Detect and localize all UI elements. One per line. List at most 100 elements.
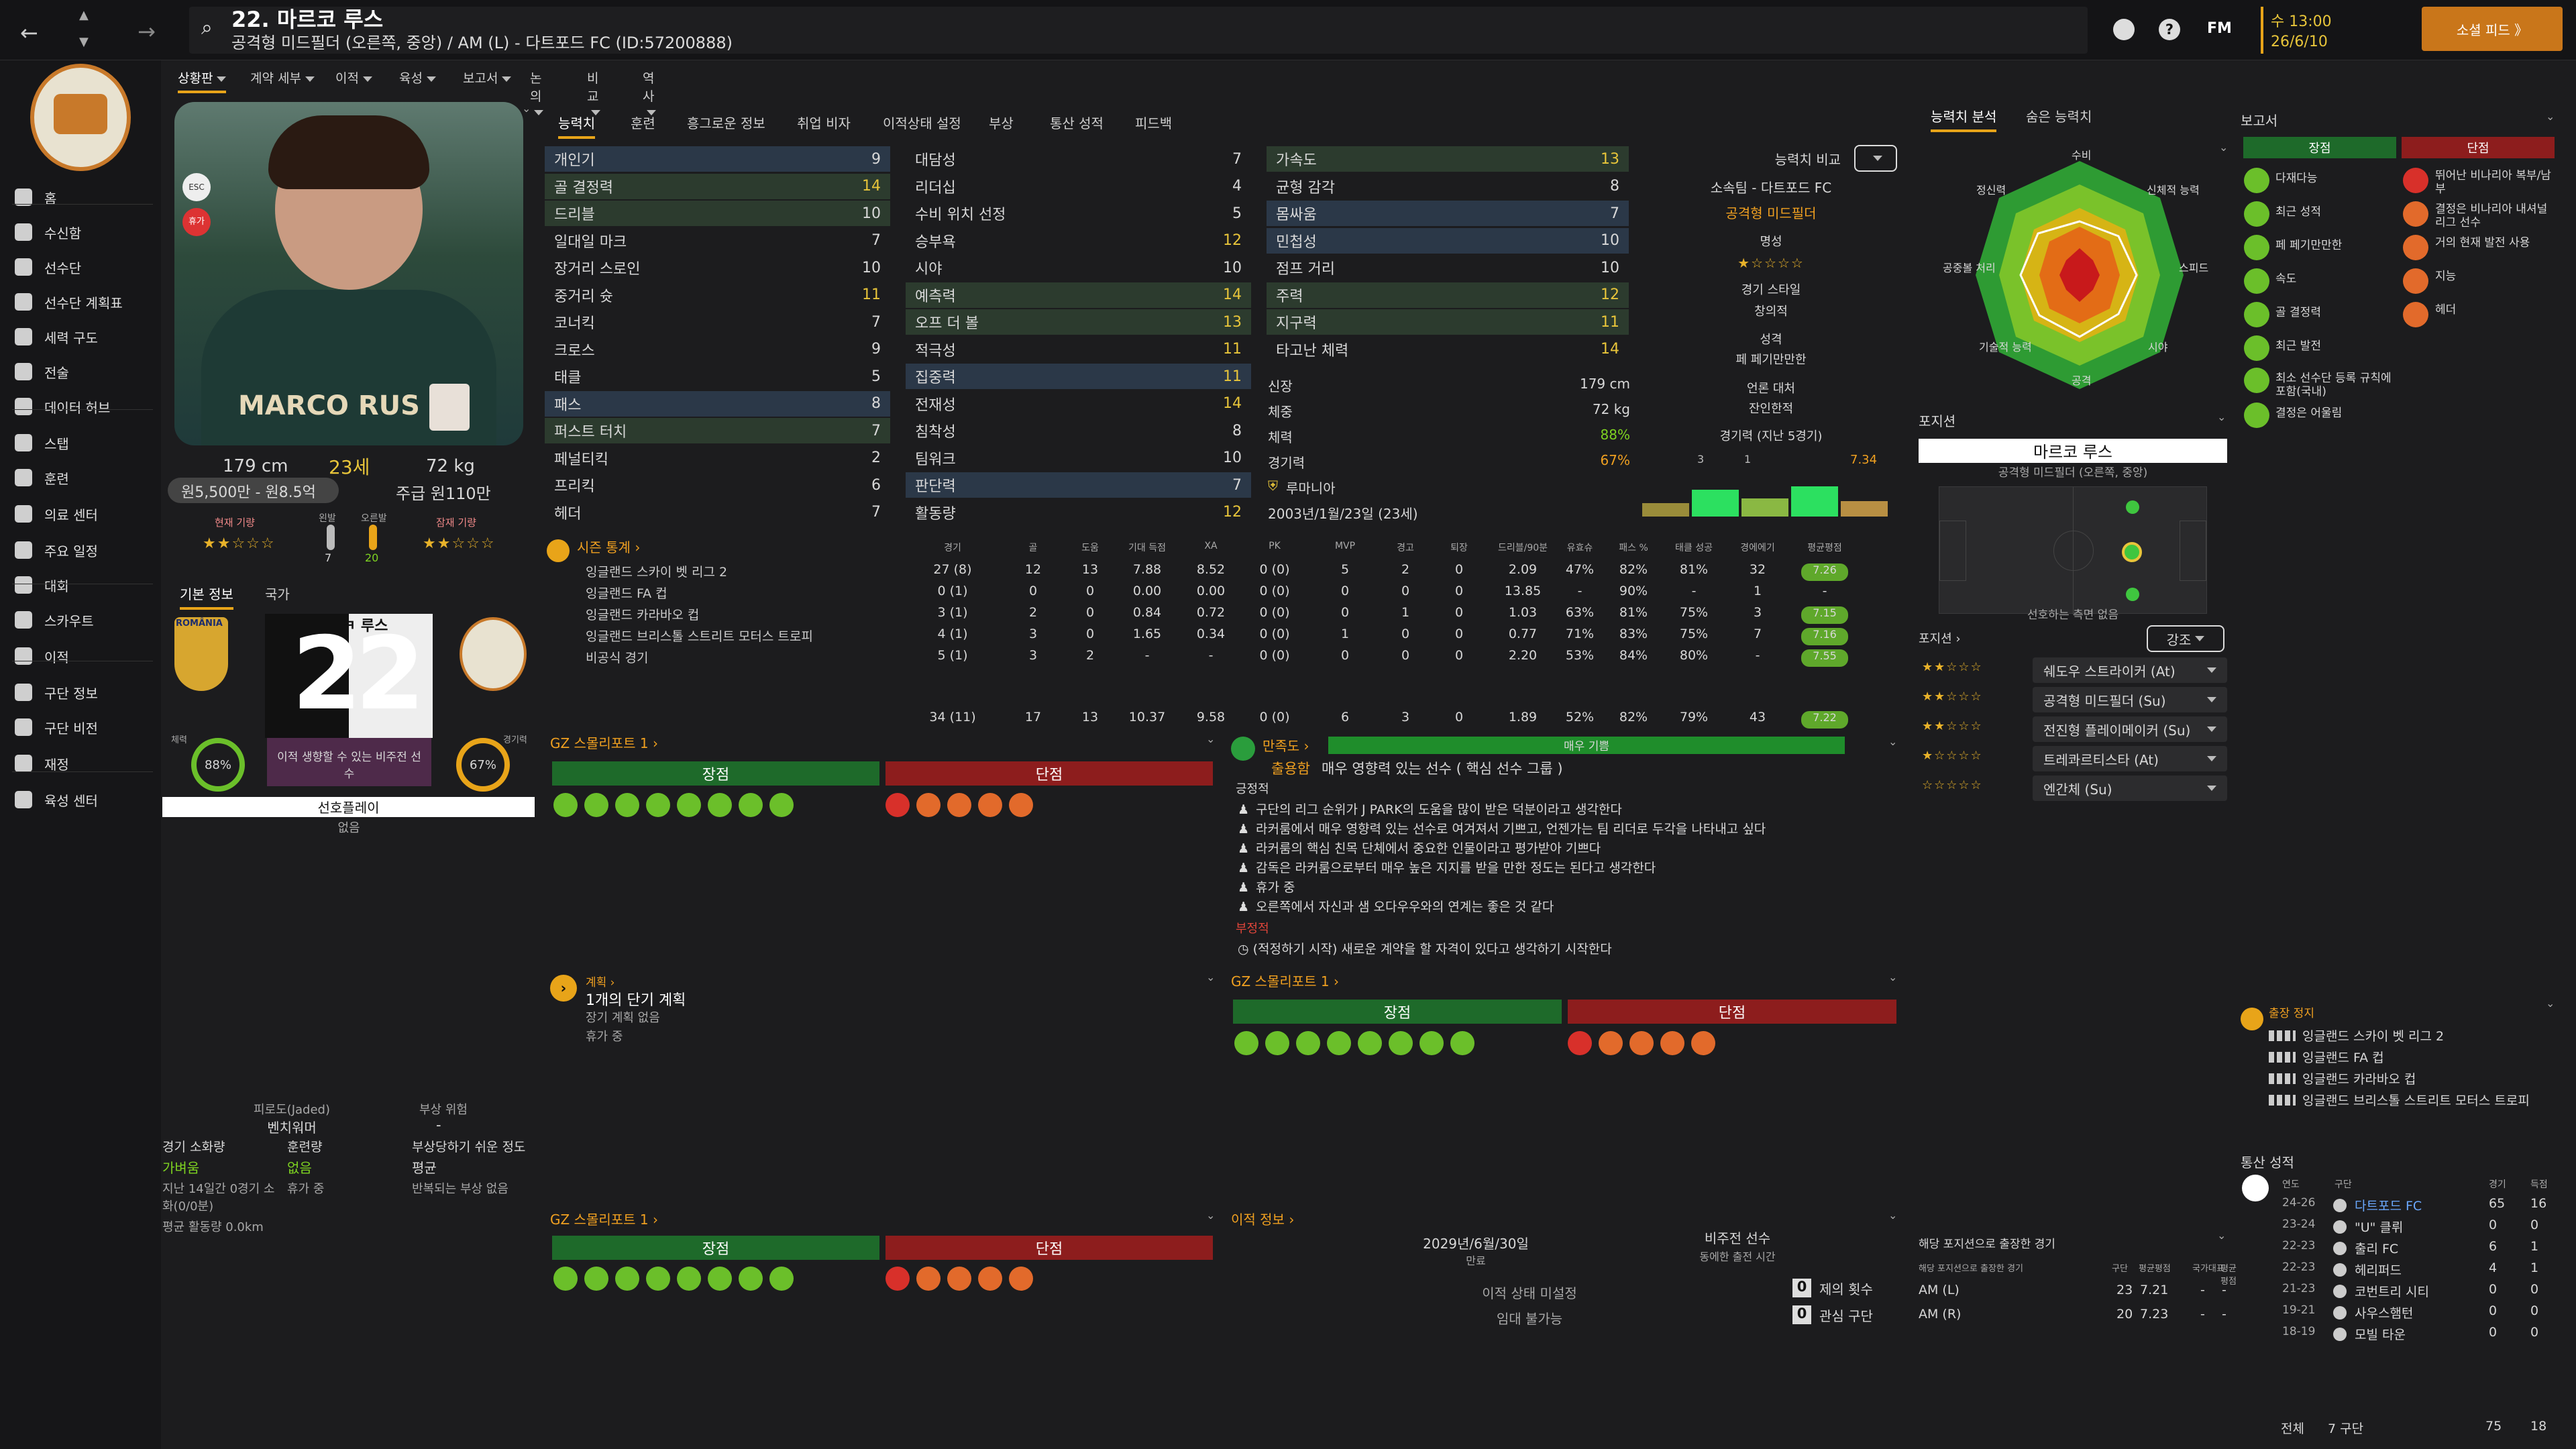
season-stats-title[interactable]: 시즌 통계 › — [577, 539, 641, 555]
attribute-row[interactable]: 타고난 체력 14 — [1267, 337, 1629, 362]
tab-attr-analysis[interactable]: 능력치 분석 — [1931, 106, 1997, 132]
position-dot-amc[interactable] — [2122, 542, 2142, 562]
plans-collapse-icon[interactable]: ⌄ — [1206, 971, 1216, 983]
attribute-row[interactable]: 일대일 마크 7 — [545, 228, 890, 254]
attribute-row[interactable]: 리더십 4 — [906, 174, 1251, 199]
attribute-row[interactable]: 오프 더 볼 13 — [906, 309, 1251, 335]
attribute-row[interactable]: 크로스 9 — [545, 337, 890, 362]
played-chevron-icon[interactable]: ⌄ — [2217, 1229, 2226, 1242]
attribute-row[interactable]: 퍼스트 터치 7 — [545, 418, 890, 443]
sidebar-item-16[interactable]: 재정 — [15, 747, 69, 780]
sidebar-item-12[interactable]: 스카우트 — [15, 604, 94, 636]
attribute-row[interactable]: 지구력 11 — [1267, 309, 1629, 335]
report3-chevron-icon[interactable]: ⌄ — [1206, 1209, 1216, 1222]
attribute-row[interactable]: 판단력 7 — [906, 472, 1251, 498]
season-row-comp[interactable]: 잉글랜드 FA 컵 — [586, 584, 934, 602]
attribute-row[interactable]: 수비 위치 선정 5 — [906, 201, 1251, 226]
sidebar-item-9[interactable]: 의료 센터 — [15, 498, 98, 530]
attribute-row[interactable]: 태클 5 — [545, 364, 890, 389]
tab-top-6[interactable]: 비교 — [587, 68, 600, 119]
sidebar-item-1[interactable]: 수신함 — [15, 216, 81, 248]
sidebar-item-2[interactable]: 선수단 — [15, 251, 81, 283]
attribute-row[interactable]: 대담성 7 — [906, 146, 1251, 172]
role-dropdown[interactable]: 쉐도우 스트라이커 (At) — [2033, 657, 2227, 683]
report2-chevron-icon[interactable]: ⌄ — [1888, 971, 1898, 983]
role-dropdown[interactable]: 트레콰르티스타 (At) — [2033, 746, 2227, 771]
attribute-row[interactable]: 전재성 14 — [906, 391, 1251, 417]
attribute-row[interactable]: 예측력 14 — [906, 282, 1251, 308]
career-club[interactable]: 헤리퍼드 — [2355, 1263, 2402, 1278]
attribute-row[interactable]: 몸싸움 7 — [1267, 201, 1629, 226]
transfer-chevron-icon[interactable]: ⌄ — [1888, 1209, 1898, 1222]
report2-title[interactable]: GZ 스몰리포트 1 › — [1231, 973, 1339, 989]
sidebar-item-10[interactable]: 주요 일정 — [15, 534, 98, 566]
search-icon[interactable]: ⌕ — [201, 16, 213, 40]
attribute-row[interactable]: 장거리 스로인 10 — [545, 255, 890, 280]
sidebar-item-4[interactable]: 세력 구도 — [15, 321, 98, 353]
season-row-comp[interactable]: 잉글랜드 스카이 벳 리그 2 — [586, 562, 934, 580]
panel-chevron-icon[interactable]: ⌄ — [522, 102, 531, 115]
continue-button[interactable]: 소셜 피드 》 — [2422, 7, 2563, 51]
tab-nation[interactable]: 국가 — [265, 586, 290, 602]
tab-top-7[interactable]: 역사 — [643, 68, 656, 119]
attribute-row[interactable]: 프리킥 6 — [545, 472, 890, 498]
attribute-row[interactable]: 드리블 10 — [545, 201, 890, 226]
back-arrow-icon[interactable]: ← — [20, 20, 38, 46]
role-dropdown[interactable]: 전진형 플레이메이커 (Su) — [2033, 716, 2227, 742]
attribute-row[interactable]: 코너킥 7 — [545, 309, 890, 335]
fm-logo[interactable]: FM — [2207, 20, 2232, 37]
sidebar-item-5[interactable]: 전술 — [15, 356, 69, 388]
positions-chevron-icon[interactable]: ⌄ — [2217, 411, 2226, 423]
tab-sub-6[interactable]: 통산 성적 — [1050, 115, 1104, 131]
satisfaction-chevron-icon[interactable]: ⌄ — [1888, 735, 1898, 748]
attribute-row[interactable]: 민첩성 10 — [1267, 227, 1629, 254]
attribute-row[interactable]: 페널티킥 2 — [545, 445, 890, 471]
up-arrow-icon[interactable]: ▲ — [79, 8, 89, 22]
career-club[interactable]: "U" 클뤼 — [2355, 1220, 2404, 1235]
tab-sub-7[interactable]: 피드백 — [1135, 115, 1173, 131]
sidebar-item-6[interactable]: 데이터 허브 — [15, 390, 110, 423]
tab-sub-1[interactable]: 훈련 — [631, 115, 655, 131]
tab-basic-info[interactable]: 기본 정보 — [180, 584, 233, 610]
career-club[interactable]: 출리 FC — [2355, 1242, 2399, 1256]
attribute-row[interactable]: 개인기 9 — [545, 146, 890, 172]
tab-top-1[interactable]: 계약 세부 — [250, 68, 315, 87]
attribute-row[interactable]: 적극성 11 — [906, 337, 1251, 362]
season-row-comp[interactable]: 잉글랜드 브리스톨 스트리트 모터스 트로피 — [586, 627, 934, 645]
season-row-comp[interactable]: 잉글랜드 카라바오 컵 — [586, 605, 934, 623]
role-dropdown[interactable]: 엔간체 (Su) — [2033, 775, 2227, 801]
attribute-row[interactable]: 패스 8 — [545, 390, 890, 417]
plans-title[interactable]: 계획 › — [586, 976, 615, 989]
tab-sub-0[interactable]: 능력치 — [558, 113, 596, 139]
emphasis-dropdown[interactable]: 강조 — [2147, 625, 2224, 652]
report3-title[interactable]: GZ 스몰리포트 1 › — [550, 1212, 658, 1228]
tab-top-5[interactable]: 논의 — [530, 68, 543, 119]
attribute-row[interactable]: 팀워크 10 — [906, 445, 1251, 471]
sidebar-item-17[interactable]: 육성 센터 — [15, 784, 98, 816]
attribute-row[interactable]: 주력 12 — [1267, 282, 1629, 308]
sidebar-item-7[interactable]: 스탭 — [15, 427, 69, 459]
transfer-title[interactable]: 이적 정보 › — [1231, 1212, 1295, 1228]
right-report-chevron-icon[interactable]: ⌄ — [2546, 110, 2555, 123]
search-bar[interactable] — [189, 7, 2088, 54]
attribute-row[interactable]: 중거리 슛 11 — [545, 282, 890, 308]
report1-chevron-icon[interactable]: ⌄ — [1206, 733, 1216, 745]
roles-title[interactable]: 포지션 › — [1919, 632, 1961, 646]
tab-top-3[interactable]: 육성 — [399, 68, 436, 87]
attribute-row[interactable]: 헤더 7 — [545, 500, 890, 525]
player-icon[interactable] — [2113, 19, 2135, 40]
season-row-comp[interactable]: 비공식 경기 — [586, 648, 934, 666]
suspension-chevron-icon[interactable]: ⌄ — [2546, 997, 2555, 1010]
help-icon[interactable]: ? — [2159, 19, 2180, 40]
role-dropdown[interactable]: 공격형 미드필더 (Su) — [2033, 687, 2227, 712]
career-club[interactable]: 다트포드 FC — [2355, 1199, 2422, 1214]
tab-top-0[interactable]: 상황판 — [178, 68, 227, 93]
attribute-row[interactable]: 균형 감각 8 — [1267, 174, 1629, 199]
attribute-row[interactable]: 점프 거리 10 — [1267, 255, 1629, 280]
sidebar-item-8[interactable]: 훈련 — [15, 462, 69, 494]
attribute-row[interactable]: 침착성 8 — [906, 418, 1251, 443]
career-club[interactable]: 코번트리 시티 — [2355, 1285, 2429, 1299]
compare-dropdown[interactable] — [1854, 145, 1897, 172]
tab-top-4[interactable]: 보고서 — [463, 68, 512, 87]
attribute-row[interactable]: 시야 10 — [906, 255, 1251, 280]
